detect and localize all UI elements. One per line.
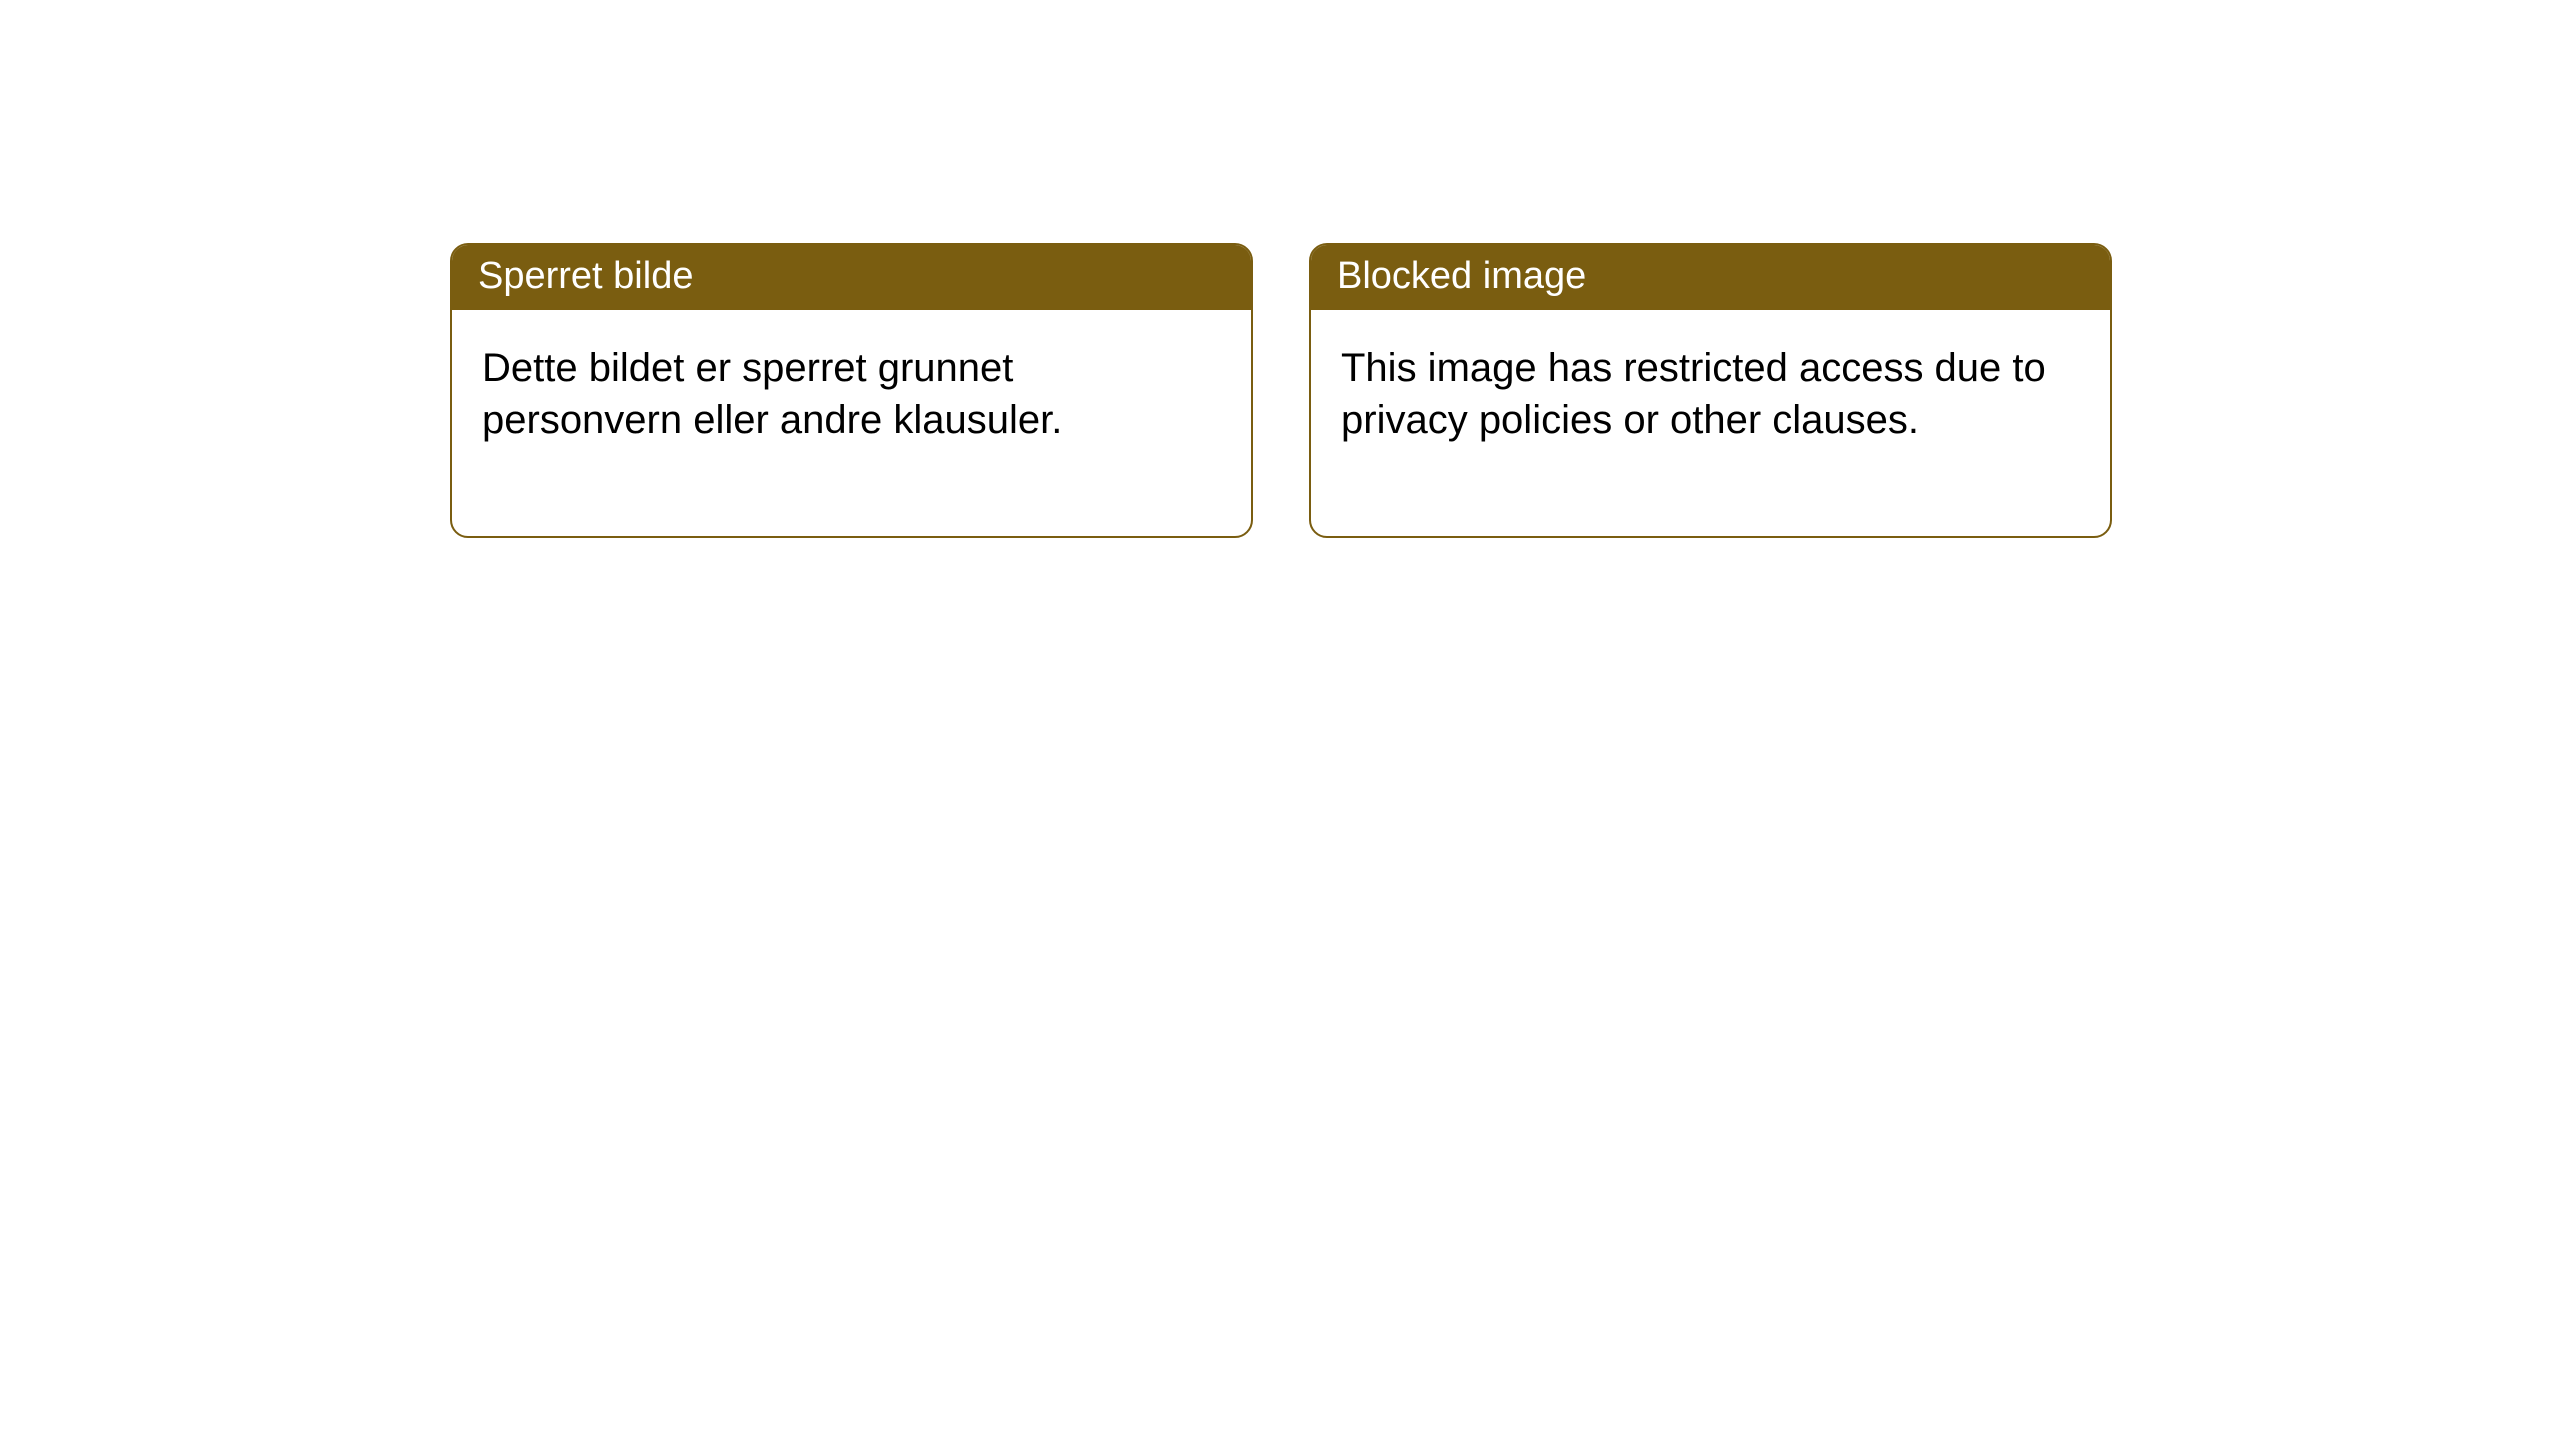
notice-box-english: Blocked image This image has restricted …	[1309, 243, 2112, 538]
notice-body: Dette bildet er sperret grunnet personve…	[452, 310, 1251, 536]
notice-title: Sperret bilde	[452, 245, 1251, 310]
notice-container: Sperret bilde Dette bildet er sperret gr…	[450, 243, 2112, 538]
notice-body: This image has restricted access due to …	[1311, 310, 2110, 536]
notice-title: Blocked image	[1311, 245, 2110, 310]
notice-box-norwegian: Sperret bilde Dette bildet er sperret gr…	[450, 243, 1253, 538]
